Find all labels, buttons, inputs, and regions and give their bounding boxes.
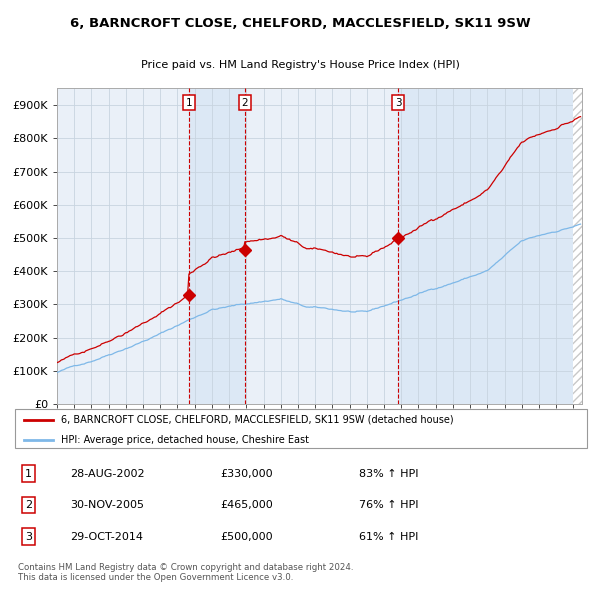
Text: 2: 2 <box>242 98 248 108</box>
Text: 6, BARNCROFT CLOSE, CHELFORD, MACCLESFIELD, SK11 9SW: 6, BARNCROFT CLOSE, CHELFORD, MACCLESFIE… <box>70 17 530 30</box>
Text: 76% ↑ HPI: 76% ↑ HPI <box>359 500 419 510</box>
Text: 3: 3 <box>25 532 32 542</box>
Text: 3: 3 <box>395 98 401 108</box>
Text: 1: 1 <box>25 468 32 478</box>
Text: 6, BARNCROFT CLOSE, CHELFORD, MACCLESFIELD, SK11 9SW (detached house): 6, BARNCROFT CLOSE, CHELFORD, MACCLESFIE… <box>61 415 454 425</box>
Text: Contains HM Land Registry data © Crown copyright and database right 2024.
This d: Contains HM Land Registry data © Crown c… <box>18 563 353 582</box>
Text: Price paid vs. HM Land Registry's House Price Index (HPI): Price paid vs. HM Land Registry's House … <box>140 60 460 70</box>
Text: HPI: Average price, detached house, Cheshire East: HPI: Average price, detached house, Ches… <box>61 435 309 444</box>
Text: 1: 1 <box>185 98 192 108</box>
Text: 83% ↑ HPI: 83% ↑ HPI <box>359 468 419 478</box>
Bar <box>188 88 245 404</box>
FancyBboxPatch shape <box>15 409 587 448</box>
Polygon shape <box>574 88 582 404</box>
Text: 61% ↑ HPI: 61% ↑ HPI <box>359 532 419 542</box>
Text: £330,000: £330,000 <box>220 468 273 478</box>
Text: £465,000: £465,000 <box>220 500 273 510</box>
Text: 30-NOV-2005: 30-NOV-2005 <box>70 500 144 510</box>
Text: £500,000: £500,000 <box>220 532 273 542</box>
Text: 2: 2 <box>25 500 32 510</box>
Text: 29-OCT-2014: 29-OCT-2014 <box>70 532 143 542</box>
Bar <box>398 88 582 404</box>
Text: 28-AUG-2002: 28-AUG-2002 <box>70 468 145 478</box>
Bar <box>574 88 582 404</box>
